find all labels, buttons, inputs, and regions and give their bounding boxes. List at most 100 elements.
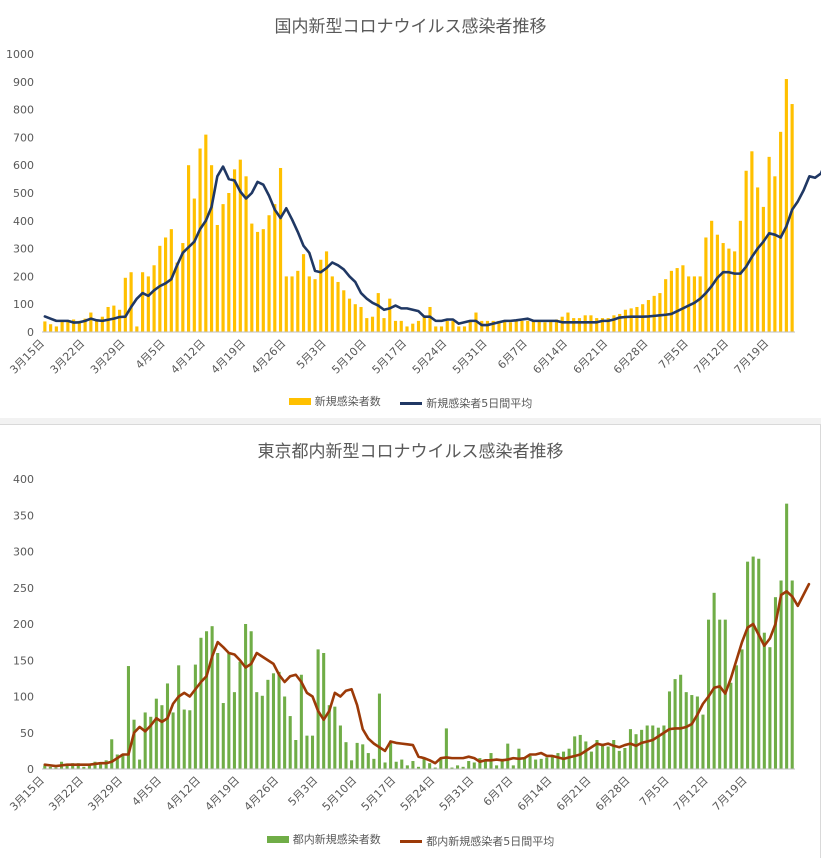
bar bbox=[135, 326, 139, 332]
bar bbox=[561, 751, 566, 769]
bar bbox=[750, 151, 754, 332]
bar bbox=[554, 319, 559, 332]
bar bbox=[589, 751, 593, 769]
bar bbox=[89, 312, 93, 332]
bar bbox=[790, 104, 794, 332]
bar bbox=[411, 323, 415, 332]
x-tick-label: 7月5日 bbox=[656, 337, 691, 372]
y-tick-label: 100 bbox=[13, 298, 34, 311]
bar bbox=[467, 761, 471, 769]
bar bbox=[422, 315, 426, 332]
bar bbox=[171, 712, 175, 769]
bar bbox=[126, 666, 130, 769]
bar bbox=[744, 170, 748, 332]
bar bbox=[445, 320, 449, 332]
x-tick-label: 6月28日 bbox=[593, 774, 633, 814]
bar bbox=[221, 703, 225, 769]
bar bbox=[450, 767, 454, 769]
bar bbox=[330, 276, 334, 332]
bar bbox=[301, 254, 306, 332]
bar bbox=[612, 315, 616, 332]
y-tick-label: 300 bbox=[13, 243, 34, 256]
bar bbox=[43, 765, 47, 769]
average-line bbox=[43, 582, 811, 768]
x-tick-label: 7月12日 bbox=[691, 337, 731, 377]
bar bbox=[773, 597, 778, 769]
y-tick-label: 700 bbox=[13, 131, 34, 144]
bar bbox=[87, 765, 91, 769]
bar bbox=[60, 321, 64, 332]
bar bbox=[734, 665, 738, 769]
bar bbox=[324, 251, 329, 332]
bar bbox=[623, 309, 628, 332]
y-tick-label: 400 bbox=[13, 473, 34, 486]
legend-item-line: 新規感染者5日間平均 bbox=[400, 395, 532, 411]
bar bbox=[400, 759, 404, 769]
bar bbox=[718, 619, 722, 769]
chart-panel-tokyo: 東京都内新型コロナウイルス感染者推移 0 50 100 150 200 250 300 350… bbox=[0, 424, 821, 858]
bar bbox=[457, 326, 461, 332]
bar bbox=[601, 743, 605, 769]
bar bbox=[405, 326, 409, 332]
x-tick-label: 5月10日 bbox=[320, 774, 360, 814]
bar bbox=[382, 318, 386, 332]
bar bbox=[428, 763, 432, 769]
x-tick-label: 6月21日 bbox=[554, 774, 594, 814]
legend-item-line: 都内新規感染者5日間平均 bbox=[400, 833, 554, 849]
bar bbox=[411, 761, 415, 769]
bar bbox=[483, 759, 487, 769]
bar bbox=[250, 223, 254, 332]
bar bbox=[416, 766, 421, 769]
y-tick-label: 300 bbox=[13, 546, 34, 559]
y-tick-label: 200 bbox=[13, 618, 34, 631]
bar bbox=[679, 674, 683, 769]
bar bbox=[675, 268, 679, 332]
bar bbox=[313, 279, 317, 332]
bar bbox=[299, 674, 303, 769]
average-line bbox=[43, 165, 821, 327]
bar bbox=[503, 320, 507, 332]
bar bbox=[416, 320, 421, 332]
bar bbox=[497, 320, 501, 332]
bar bbox=[757, 558, 761, 769]
bar bbox=[472, 762, 476, 769]
bar bbox=[118, 309, 122, 332]
bar bbox=[278, 167, 283, 332]
bar bbox=[255, 231, 260, 332]
bar bbox=[100, 316, 104, 332]
y-tick-label: 200 bbox=[13, 270, 34, 283]
bar bbox=[712, 592, 716, 769]
bar bbox=[701, 714, 705, 769]
bar bbox=[658, 293, 662, 332]
bar bbox=[690, 695, 694, 769]
bar bbox=[651, 725, 655, 769]
bar bbox=[522, 757, 527, 769]
bar bbox=[577, 318, 582, 332]
bar bbox=[444, 728, 448, 769]
legend-swatch bbox=[266, 835, 289, 843]
bar bbox=[344, 742, 348, 769]
bar bbox=[405, 765, 409, 769]
bar bbox=[342, 290, 346, 332]
bar bbox=[478, 758, 482, 769]
bar bbox=[623, 747, 627, 769]
x-tick-label: 5月17日 bbox=[370, 337, 410, 377]
bar bbox=[227, 193, 231, 332]
bar bbox=[578, 734, 582, 769]
bar bbox=[629, 308, 633, 332]
bar bbox=[372, 758, 376, 769]
bar bbox=[534, 759, 538, 769]
y-tick-label: 600 bbox=[13, 159, 34, 172]
x-tick-label: 4月26日 bbox=[249, 337, 289, 377]
bar bbox=[550, 755, 554, 769]
bar bbox=[199, 637, 203, 769]
x-tick-label: 3月15日 bbox=[7, 774, 47, 814]
bar bbox=[549, 320, 553, 332]
bar bbox=[355, 742, 359, 769]
bar bbox=[506, 743, 510, 769]
bar bbox=[141, 272, 145, 332]
bar bbox=[215, 224, 219, 332]
bar bbox=[54, 767, 58, 769]
